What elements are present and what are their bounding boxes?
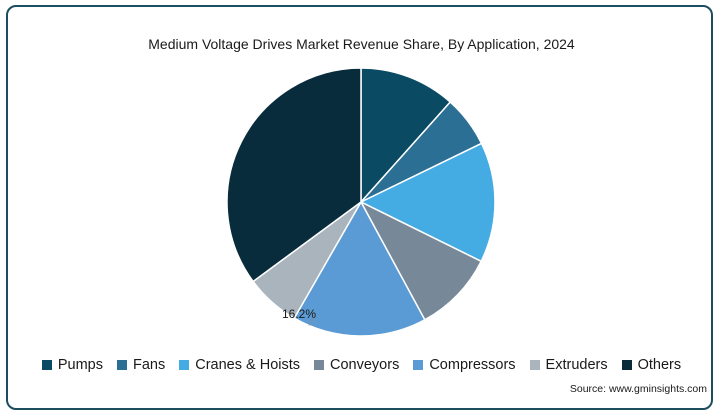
chart-legend: Pumps Fans Cranes & Hoists Conveyors Compres… <box>0 357 723 373</box>
source-note: Source: www.gminsights.com <box>569 383 707 395</box>
legend-label: Cranes & Hoists <box>195 357 301 373</box>
legend-swatch <box>179 360 190 370</box>
pie-slices <box>226 67 496 337</box>
legend-item-others: Others <box>621 357 682 373</box>
legend-item-extruders: Extruders <box>529 357 608 373</box>
data-label-compressors: 16.2% <box>282 307 316 321</box>
legend-item-compressors: Compressors <box>413 357 516 373</box>
legend-item-pumps: Pumps <box>41 357 103 373</box>
legend-item-cranes-and-hoists: Cranes & Hoists <box>179 357 300 373</box>
pie-slice-compressors <box>293 200 426 337</box>
legend-swatch <box>413 360 424 370</box>
legend-label: Compressors <box>429 357 516 373</box>
legend-label: Others <box>637 357 682 373</box>
legend-label: Fans <box>133 357 166 373</box>
leader-line-compressors <box>308 313 317 326</box>
legend-label: Extruders <box>545 357 608 373</box>
legend-swatch <box>621 360 632 370</box>
legend-label: Conveyors <box>330 357 400 373</box>
chart-title: Medium Voltage Drives Market Revenue Sha… <box>148 36 575 52</box>
legend-swatch <box>117 360 127 370</box>
legend-swatch <box>314 360 325 370</box>
pie-data-labels: 16.2% <box>282 307 317 326</box>
legend-item-conveyors: Conveyors <box>314 357 399 373</box>
legend-item-fans: Fans <box>117 357 165 373</box>
pie-slice-others <box>226 67 362 283</box>
pie-slice-pumps <box>360 67 452 204</box>
legend-swatch <box>529 360 540 370</box>
legend-label: Pumps <box>57 357 103 373</box>
legend-swatch <box>41 360 52 370</box>
pie-slice-cranes-and-hoists <box>359 142 496 263</box>
pie-slice-conveyors <box>359 200 483 321</box>
